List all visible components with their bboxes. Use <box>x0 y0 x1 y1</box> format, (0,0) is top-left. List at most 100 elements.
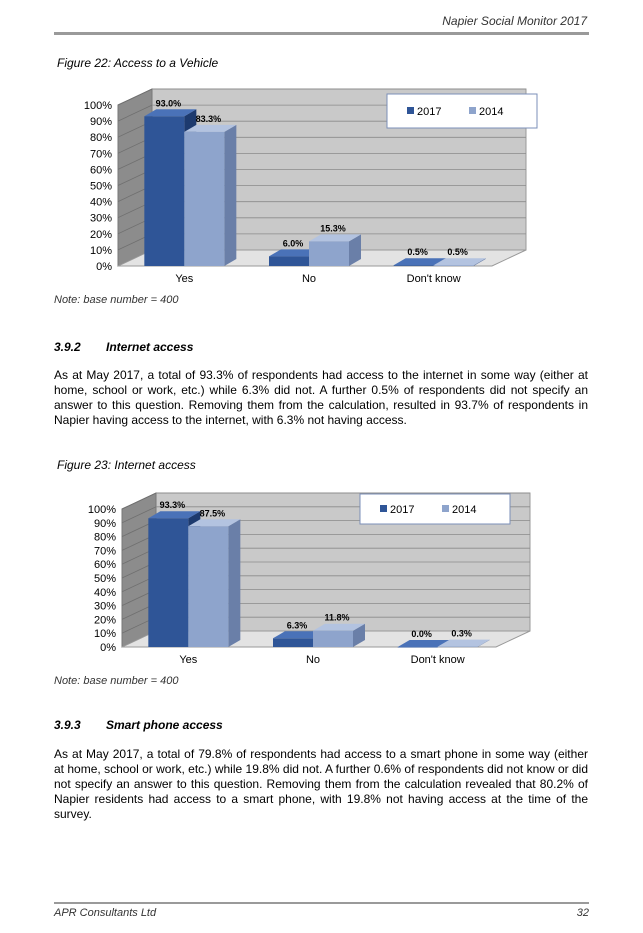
bar-2014 <box>433 265 474 266</box>
category-label: Don't know <box>411 654 465 666</box>
y-tick-label: 0% <box>96 261 112 273</box>
bar-top <box>273 631 325 639</box>
internet-access-chart: 0% 10% 20%30% 40% 50% 60% 70%80% 90% 100% 93.3% 87… <box>88 492 531 666</box>
bar-top <box>393 258 446 266</box>
bar-2014 <box>188 526 229 647</box>
data-label: 15.3% <box>320 223 346 233</box>
gridline-side <box>117 104 153 122</box>
legend-swatch <box>380 505 387 512</box>
bar-2017 <box>144 116 185 266</box>
y-tick-label: 50% <box>94 573 116 585</box>
section-3-9-3-paragraph: As at May 2017, a total of 79.8% of resp… <box>54 747 588 821</box>
data-label: 6.3% <box>287 620 308 630</box>
data-label: 11.8% <box>324 613 349 623</box>
page-number: 32 <box>576 907 589 919</box>
category-label: Yes <box>179 654 197 666</box>
bar-top <box>437 639 490 647</box>
data-label: 0.0% <box>411 629 432 639</box>
bar-side <box>349 234 361 266</box>
bar-2017 <box>273 638 313 647</box>
gridline-side <box>117 88 153 106</box>
bar-top <box>313 623 365 631</box>
section-3-9-2-heading: 3.9.2 Internet access <box>54 340 193 354</box>
gridline-side <box>121 492 157 510</box>
section-number: 3.9.2 <box>54 340 81 354</box>
y-tick-label: 80% <box>90 132 112 144</box>
footer-company: APR Consultants Ltd <box>54 907 157 919</box>
section-3-9-3-heading: 3.9.3 Smart phone access <box>54 718 223 732</box>
bar-top <box>397 640 450 647</box>
section-title: Internet access <box>106 340 194 354</box>
chart-legend <box>359 493 511 525</box>
category-label: No <box>306 654 320 666</box>
y-tick-label: 20% <box>94 614 116 626</box>
bar-2014 <box>437 646 478 648</box>
legend-label: 2017 <box>390 504 414 516</box>
y-tick-label: 80% <box>94 532 116 544</box>
y-tick-label: 10% <box>94 628 116 640</box>
footer-rule <box>54 902 589 904</box>
y-tick-label: 30% <box>90 213 112 225</box>
bar-top <box>148 511 201 519</box>
y-tick-label: 40% <box>90 197 112 209</box>
section-title: Smart phone access <box>106 718 223 732</box>
bar-top <box>309 234 361 242</box>
data-label: 6.0% <box>283 238 304 248</box>
bar-2017 <box>397 647 438 648</box>
page-header-title: Napier Social Monitor 2017 <box>442 14 587 28</box>
legend-label: 2014 <box>479 106 503 118</box>
y-tick-label: 40% <box>94 587 116 599</box>
bar-side <box>353 623 365 647</box>
bar-2014 <box>309 241 349 266</box>
bar-top <box>184 124 237 132</box>
bar-top <box>269 249 321 257</box>
bar-2014 <box>184 131 225 266</box>
data-label: 93.3% <box>160 500 186 510</box>
bar-top <box>188 519 241 527</box>
y-tick-label: 10% <box>90 245 112 257</box>
category-label: Don't know <box>407 273 461 285</box>
data-label: 0.5% <box>407 247 428 257</box>
y-tick-label: 100% <box>88 504 116 516</box>
header-rule <box>54 32 589 35</box>
y-tick-label: 90% <box>90 116 112 128</box>
gridline-side <box>121 506 157 524</box>
y-tick-label: 100% <box>84 100 112 112</box>
data-label: 93.0% <box>156 98 182 108</box>
vehicle-access-chart: 0% 10% 20% 30% 40% 50% 60% 70% 80% 90% 100% 93.0% 83… <box>84 88 538 285</box>
legend-label: 2017 <box>417 106 441 118</box>
bar-side <box>477 639 490 647</box>
bar-side <box>228 519 241 647</box>
section-3-9-2-paragraph: As at May 2017, a total of 93.3% of resp… <box>54 368 588 427</box>
legend-swatch <box>442 505 449 512</box>
legend-swatch <box>407 107 414 114</box>
y-tick-label: 70% <box>94 545 116 557</box>
figure-22-caption: Figure 22: Access to a Vehicle <box>57 56 219 70</box>
legend-label: 2014 <box>452 504 476 516</box>
bar-2017 <box>148 518 189 647</box>
figure-23-caption: Figure 23: Internet access <box>57 458 196 472</box>
data-label: 83.3% <box>196 114 222 124</box>
y-tick-label: 20% <box>90 229 112 241</box>
bar-2014 <box>313 630 353 647</box>
y-tick-label: 60% <box>94 559 116 571</box>
data-label: 87.5% <box>200 508 226 518</box>
bar-side <box>224 124 237 267</box>
bar-top <box>433 258 486 266</box>
bar-2017 <box>393 265 434 266</box>
bar-2017 <box>269 256 309 266</box>
y-tick-label: 90% <box>94 518 116 530</box>
y-tick-label: 50% <box>90 181 112 193</box>
y-tick-label: 0% <box>100 642 116 654</box>
bar-top <box>144 109 197 117</box>
category-label: Yes <box>175 273 193 285</box>
category-label: No <box>302 273 316 285</box>
y-tick-label: 70% <box>90 148 112 160</box>
bar-side <box>473 258 486 266</box>
figure-23-note: Note: base number = 400 <box>54 675 179 687</box>
legend-swatch <box>469 107 476 114</box>
y-tick-label: 30% <box>94 601 116 613</box>
data-label: 0.5% <box>447 247 468 257</box>
data-label: 0.3% <box>451 629 472 639</box>
figure-22-note: Note: base number = 400 <box>54 294 179 306</box>
